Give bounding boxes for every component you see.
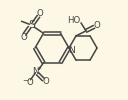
Text: O: O xyxy=(42,77,49,86)
Text: +: + xyxy=(36,66,41,71)
Text: O: O xyxy=(26,78,33,87)
Text: HO: HO xyxy=(67,16,81,25)
Text: N: N xyxy=(69,46,75,55)
Text: N: N xyxy=(32,67,39,76)
Text: O: O xyxy=(36,9,43,18)
Text: O: O xyxy=(94,21,100,30)
Text: −: − xyxy=(22,78,29,84)
Text: O: O xyxy=(20,33,27,42)
Text: S: S xyxy=(28,20,35,30)
